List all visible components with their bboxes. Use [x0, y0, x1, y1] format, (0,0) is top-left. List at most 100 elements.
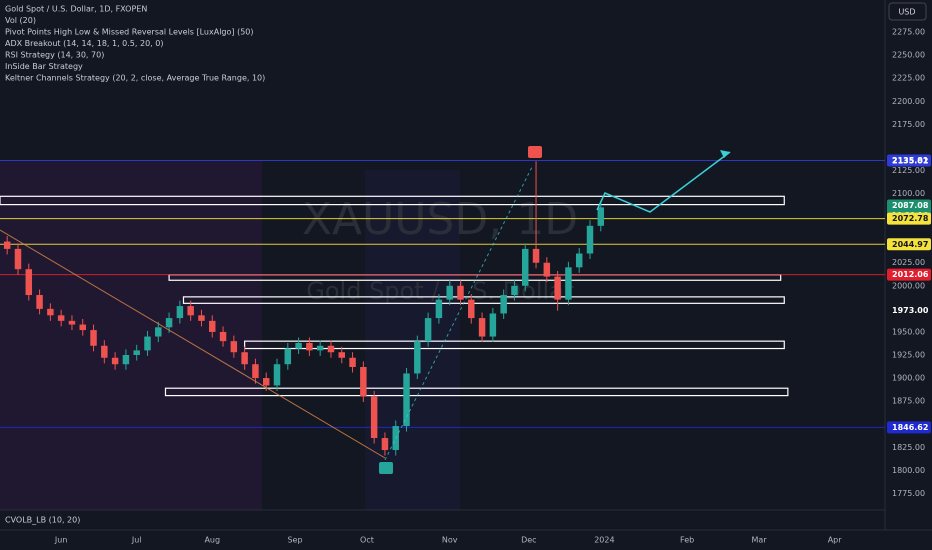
price-label: 2087.08 — [892, 201, 929, 210]
candle-body — [349, 357, 356, 367]
candle-body — [79, 324, 86, 331]
candle-body — [3, 241, 11, 249]
candle-body — [316, 345, 324, 351]
candle-body — [360, 366, 367, 397]
candle-body — [511, 285, 518, 296]
candle-body — [230, 341, 238, 353]
candle-body — [176, 306, 184, 319]
candle-body — [446, 285, 453, 300]
watermark: XAUUSD, 1D — [302, 194, 578, 245]
currency[interactable]: USD — [898, 8, 915, 17]
x-tick-label: Apr — [828, 536, 843, 545]
candle-body — [478, 318, 486, 337]
candle-body — [522, 248, 529, 286]
candle-body — [575, 253, 583, 268]
candle-body — [338, 352, 346, 358]
candle-body — [144, 336, 151, 351]
x-tick-label: Jul — [131, 536, 142, 545]
candle-body — [165, 318, 173, 328]
legend-line: Gold Spot / U.S. Dollar, 1D, FXOPEN — [5, 5, 147, 14]
legend-line: ADX Breakout (14, 14, 18, 1, 0.5, 20, 0) — [5, 39, 163, 48]
candle-body — [468, 299, 475, 319]
projection — [596, 151, 731, 213]
candle-body — [435, 299, 443, 319]
candle-body — [597, 207, 605, 226]
price-label: 2044.97 — [892, 240, 928, 249]
y-tick-label: 1875.00 — [892, 397, 925, 406]
candle-body — [586, 225, 594, 254]
price-label: 2135.81 — [892, 156, 929, 165]
y-tick-label: 2025.00 — [892, 258, 925, 267]
candle-body — [198, 315, 205, 321]
candle-body — [14, 248, 22, 270]
candle-body — [36, 295, 43, 309]
y-tick-label: 1775.00 — [892, 489, 925, 498]
candle-body — [414, 341, 421, 374]
candle-body — [262, 378, 270, 386]
arrow-head — [720, 150, 730, 158]
price-tag — [887, 154, 931, 167]
trend — [384, 164, 534, 461]
x-tick-label: Mar — [752, 536, 768, 545]
price-tag — [887, 421, 931, 434]
candle-body — [489, 313, 497, 337]
y-tick-label: 1925.00 — [892, 350, 925, 359]
x-tick-label: 2024 — [594, 536, 614, 545]
candle-body — [306, 343, 313, 351]
price-tag — [887, 238, 931, 251]
candle-body — [187, 306, 194, 316]
price-tag — [887, 268, 931, 281]
candle-body — [241, 352, 248, 365]
candle-body — [403, 373, 410, 427]
candle-body — [284, 348, 292, 365]
y-tick-label: 1900.00 — [892, 374, 925, 383]
candle-body — [381, 438, 389, 451]
zone — [164, 387, 789, 397]
candle-body — [424, 318, 432, 342]
candle-body — [295, 343, 302, 349]
currency-button[interactable] — [888, 2, 927, 21]
candle-body — [25, 269, 33, 296]
x-tick-label: Jun — [54, 536, 68, 545]
legend-line: Vol (20) — [5, 16, 36, 25]
y-tick-label: 2200.00 — [892, 97, 925, 106]
candle-body — [57, 315, 65, 321]
shade — [365, 170, 460, 510]
price-tag — [887, 199, 931, 212]
candle-body — [122, 354, 130, 365]
candle-body — [133, 350, 140, 355]
x-tick-label: Sep — [287, 536, 302, 545]
y-tick-label: 2125.00 — [892, 166, 925, 175]
price-tag — [887, 212, 931, 225]
trend — [0, 229, 386, 459]
y-tick-label: 1950.00 — [892, 327, 925, 336]
candle-body — [209, 320, 216, 332]
candle-body — [565, 267, 572, 300]
candle-body — [273, 364, 281, 386]
y-tick-label: 2000.00 — [892, 281, 925, 290]
candle-body — [327, 345, 335, 353]
candle-body — [47, 308, 54, 316]
y-tick-label: 2175.00 — [892, 120, 925, 129]
candle-body — [457, 285, 464, 300]
candle-body — [68, 320, 76, 325]
legend-line: InSide Bar Strategy — [5, 62, 83, 71]
y-tick-label: 2250.00 — [892, 51, 925, 60]
price-label: 2072.78 — [892, 214, 929, 223]
candle-body — [532, 248, 540, 263]
price-label: 2012.06 — [892, 270, 929, 279]
candle-body — [219, 331, 227, 342]
candle-body — [252, 364, 259, 379]
x-tick-label: Dec — [521, 536, 536, 545]
zone — [0, 195, 785, 206]
legend-line: RSI Strategy (14, 30, 70) — [5, 51, 104, 60]
x-tick-label: Oct — [360, 536, 374, 545]
y-tick-label: 2275.00 — [892, 28, 925, 37]
legend-line: Keltner Channels Strategy (20, 2, close,… — [5, 74, 265, 83]
candle-body — [370, 396, 378, 439]
signal — [528, 146, 542, 158]
zone — [244, 340, 785, 350]
signal — [379, 462, 393, 474]
price-label: 2135.02 — [892, 157, 928, 166]
